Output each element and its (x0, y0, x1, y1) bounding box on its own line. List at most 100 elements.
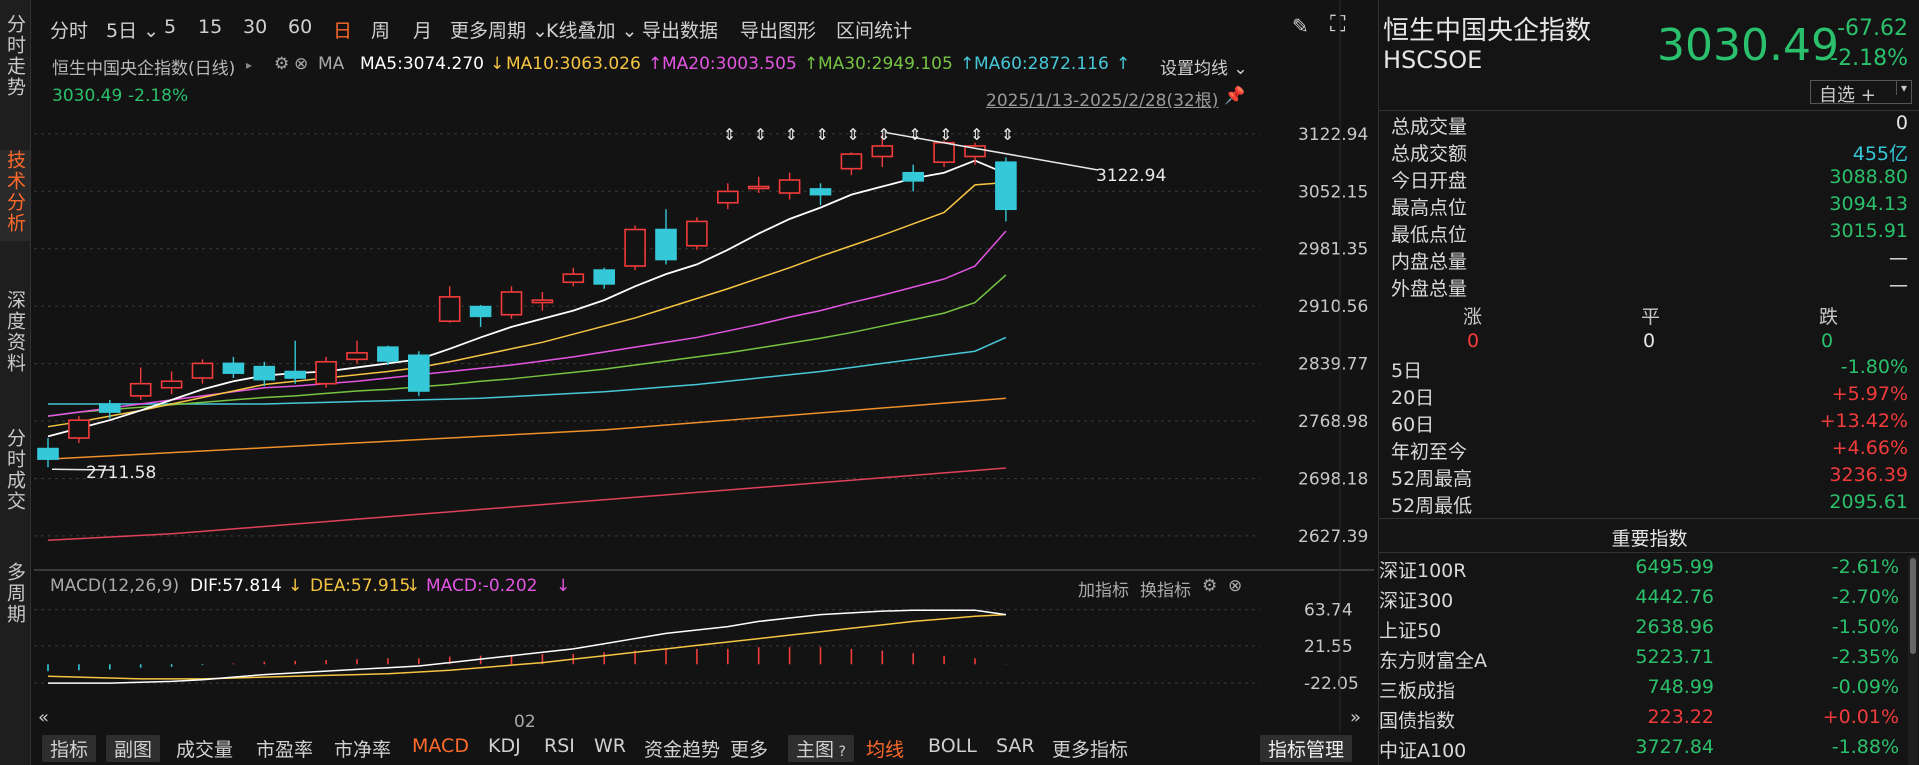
tab-macd[interactable]: MACD (412, 735, 469, 757)
index-row[interactable]: 上证50 2638.96 -1.50% (1379, 616, 1899, 645)
tab-boll[interactable]: BOLL (928, 735, 977, 757)
tab-main-chart[interactable]: 主图 ? (788, 735, 854, 762)
caret-down-icon[interactable]: ▾ (1895, 81, 1907, 95)
signal-arrows: ⇕ ⇕ ⇕ ⇕ ⇕ ⇕ ⇕ ⇕ ⇕ ⇕ (723, 125, 1015, 144)
candle-body (624, 228, 646, 267)
signal-arrow-icon: ⇕ (846, 125, 859, 144)
ma-settings-dropdown[interactable]: 设置均线 ⌄ (1160, 59, 1248, 79)
index-row[interactable]: 东方财富全A 5223.71 -2.35% (1379, 646, 1899, 675)
kline-chart[interactable]: ⇕ ⇕ ⇕ ⇕ ⇕ ⇕ ⇕ ⇕ ⇕ ⇕ 3122.94 3052.15 2981.35 2910.56 2… (34, 0, 1374, 732)
period-week[interactable]: 周 (371, 20, 391, 42)
close-icon[interactable]: ⊗ (1228, 576, 1243, 596)
swap-indicator-button[interactable]: 换指标 (1140, 581, 1191, 601)
index-row[interactable]: 深证100R 6495.99 -2.61% (1379, 556, 1899, 585)
tab-technical-analysis[interactable]: 技术分析 (0, 150, 30, 241)
signal-arrow-icon: ⇕ (970, 125, 983, 144)
candle-body (377, 346, 399, 362)
fullscreen-icon[interactable]: ⛶ (1330, 12, 1346, 37)
up-count: 0 (1467, 330, 1480, 352)
dea-line (47, 613, 1006, 680)
date-range[interactable]: 2025/1/13-2025/2/28(32根) (986, 91, 1219, 111)
scroll-left-button[interactable]: « (38, 707, 49, 728)
candle-body (160, 380, 183, 389)
gear-icon[interactable]: ⚙ (274, 54, 290, 74)
caret-right-icon: ▸ (246, 58, 253, 72)
period-60min[interactable]: 60 (288, 16, 313, 38)
ma20-arrow-up: ↑ (648, 54, 663, 74)
tab-more[interactable]: 更多 (730, 739, 769, 761)
perf-row: 20日 +5.97% (1391, 383, 1908, 410)
period-5day[interactable]: 5日 ⌄ (106, 20, 160, 42)
stats-row: 今日开盘 3088.80 (1391, 166, 1908, 193)
index-row[interactable]: 三板成指 748.99 -0.09% (1379, 676, 1899, 705)
period-5min[interactable]: 5 (164, 16, 177, 38)
tab-pb[interactable]: 市净率 (334, 739, 392, 761)
add-indicator-button[interactable]: 加指标 (1078, 581, 1129, 601)
price-tick-label: 2910.56 (1298, 297, 1368, 317)
index-row[interactable]: 深证300 4442.76 -2.70% (1379, 586, 1899, 615)
chart-legend: 恒生中国央企指数(日线) ▸ ⚙ ⊗ MA MA5:3074.270 ↓ MA1… (34, 0, 1374, 111)
tab-subchart[interactable]: 副图 (106, 735, 161, 762)
candle-body (871, 145, 894, 158)
tab-wr[interactable]: WR (594, 735, 626, 757)
tab-kdj[interactable]: KDJ (488, 735, 521, 757)
tab-ma[interactable]: 均线 (866, 739, 905, 761)
candle-body (593, 269, 616, 285)
period-toolbar: 分时 5日 ⌄ 5 15 30 60 日 周 月 更多周期 ⌄ K线叠加 ⌄ 导… (34, 10, 1384, 50)
period-intraday[interactable]: 分时 (50, 20, 89, 42)
tab-pe[interactable]: 市盈率 (256, 739, 314, 761)
gear-icon[interactable]: ⚙ (1202, 576, 1218, 596)
candle-body (68, 419, 90, 439)
tab-volume[interactable]: 成交量 (176, 739, 234, 761)
tab-capital-trend[interactable]: 资金趋势 (644, 739, 721, 761)
last-price: 3030.49 (52, 86, 123, 106)
low-annotation: 2711.58 (86, 463, 156, 483)
indicator-manage-button[interactable]: 指标管理 (1260, 735, 1353, 762)
brush-icon[interactable]: ✎ (1292, 14, 1309, 38)
stats-row: 最低点位 3015.91 (1391, 220, 1908, 247)
stats-value: 3088.80 (1829, 166, 1908, 188)
tab-indicator[interactable]: 指标 (42, 735, 97, 762)
tab-multi-period[interactable]: 多周期 (4, 562, 26, 625)
indices-scrollbar[interactable] (1908, 556, 1918, 765)
index-name: 深证300 (1379, 590, 1454, 612)
stats-value: 455亿 (1852, 143, 1908, 165)
add-favorite-button[interactable]: 自选 + ▾ (1810, 80, 1912, 106)
export-chart-button[interactable]: 导出图形 (740, 20, 817, 42)
ma120-line (47, 397, 1006, 460)
tab-rsi[interactable]: RSI (544, 735, 575, 757)
price-change: -67.62 (1837, 16, 1908, 41)
index-change: -1.50% (1831, 616, 1899, 638)
period-30min[interactable]: 30 (243, 16, 268, 38)
tab-sar[interactable]: SAR (996, 735, 1035, 757)
candle-body (655, 228, 677, 261)
index-row[interactable]: 中证A100 3727.84 -1.88% (1379, 736, 1899, 765)
candle-body (253, 365, 276, 381)
tab-deep-data[interactable]: 深度资料 (4, 290, 26, 374)
dif-arrow: ↓ (288, 576, 303, 596)
period-day[interactable]: 日 (333, 20, 353, 42)
index-price: 4442.76 (1635, 586, 1714, 608)
export-data-button[interactable]: 导出数据 (642, 20, 719, 42)
close-icon[interactable]: ⊗ (294, 54, 309, 74)
tab-time-trend[interactable]: 分时走势 (4, 14, 26, 98)
price-tick-label: 2768.98 (1298, 412, 1368, 432)
index-row[interactable]: 国债指数 223.22 +0.01% (1379, 706, 1899, 735)
kline-overlay-dropdown[interactable]: K线叠加 ⌄ (546, 20, 638, 42)
pin-icon[interactable]: 📌 (1224, 86, 1246, 106)
perf-value: +13.42% (1819, 410, 1908, 432)
tab-more-indicators[interactable]: 更多指标 (1052, 739, 1129, 761)
period-month[interactable]: 月 (413, 20, 433, 42)
tab-time-deals[interactable]: 分时成交 (4, 428, 26, 512)
candle-body (438, 296, 461, 323)
candle-body (129, 382, 152, 397)
flat-label: 平 (1641, 306, 1661, 328)
scroll-right-button[interactable]: » (1350, 707, 1361, 728)
stats-label: 最高点位 (1391, 197, 1468, 219)
range-stats-button[interactable]: 区间统计 (836, 20, 913, 42)
period-15min[interactable]: 15 (198, 16, 223, 38)
more-periods-dropdown[interactable]: 更多周期 ⌄ (450, 20, 548, 42)
high-annotation: 3122.94 (1096, 166, 1166, 186)
candle-body (500, 291, 523, 316)
left-tab-bar: 分时走势 技术分析 深度资料 分时成交 多周期 (0, 0, 31, 765)
